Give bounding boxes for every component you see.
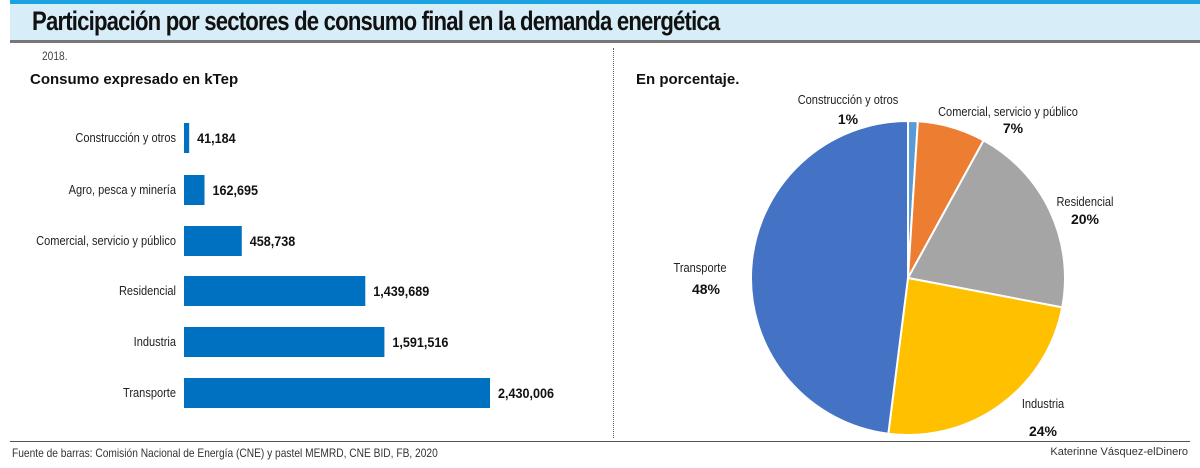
pie-slice-label: Residencial — [1056, 194, 1113, 209]
footer-rule — [10, 441, 1190, 442]
bar-category-label: Construcción y otros — [75, 130, 176, 145]
divider — [613, 48, 614, 438]
bar-value-label: 162,695 — [212, 182, 258, 198]
pie-slice — [906, 139, 1066, 309]
pie-slice-value: 48% — [692, 281, 721, 297]
bar — [184, 276, 366, 306]
credit: Katerinne Vásquez-elDinero — [1050, 446, 1188, 458]
pie-slice-label: Construcción y otros — [798, 92, 899, 107]
pie-slice-label: Transporte — [674, 260, 727, 275]
page-title: Participación por sectores de consumo fi… — [32, 6, 720, 36]
pie-slice — [887, 276, 1064, 436]
bar — [184, 123, 190, 153]
header-band — [10, 4, 1200, 40]
pie-slice-value: 7% — [1003, 120, 1024, 136]
pie-slice — [750, 119, 909, 435]
bar — [184, 226, 242, 256]
pie-slice-value: 1% — [838, 111, 859, 127]
bar-value-label: 41,184 — [197, 130, 236, 146]
bar-category-label: Industria — [134, 334, 177, 349]
year-label: 2018. — [42, 49, 68, 63]
bar-value-label: 2,430,006 — [498, 385, 554, 401]
bar-value-label: 458,738 — [250, 233, 295, 249]
pie-chart-title: En porcentaje. — [636, 71, 740, 88]
bar-category-label: Comercial, servicio y público — [36, 233, 176, 248]
bar-category-label: Residencial — [119, 283, 176, 298]
header-strip — [10, 0, 1200, 4]
pie-slice-label: Comercial, servicio y público — [938, 104, 1078, 119]
pie-slice-value: 20% — [1071, 211, 1100, 227]
bar — [184, 378, 490, 408]
bar-value-label: 1,591,516 — [392, 334, 448, 350]
pie-slice-value: 24% — [1029, 423, 1058, 439]
source-note: Fuente de barras: Comisión Nacional de E… — [12, 446, 438, 460]
bar-category-label: Transporte — [123, 385, 176, 400]
header-rule — [10, 40, 1200, 43]
bar-chart-title: Consumo expresado en kTep — [30, 71, 239, 88]
bar — [184, 175, 205, 205]
bar-value-label: 1,439,689 — [373, 283, 429, 299]
bar — [184, 327, 385, 357]
pie-slice-label: Industria — [1022, 396, 1065, 411]
bar-category-label: Agro, pesca y minería — [69, 182, 177, 197]
